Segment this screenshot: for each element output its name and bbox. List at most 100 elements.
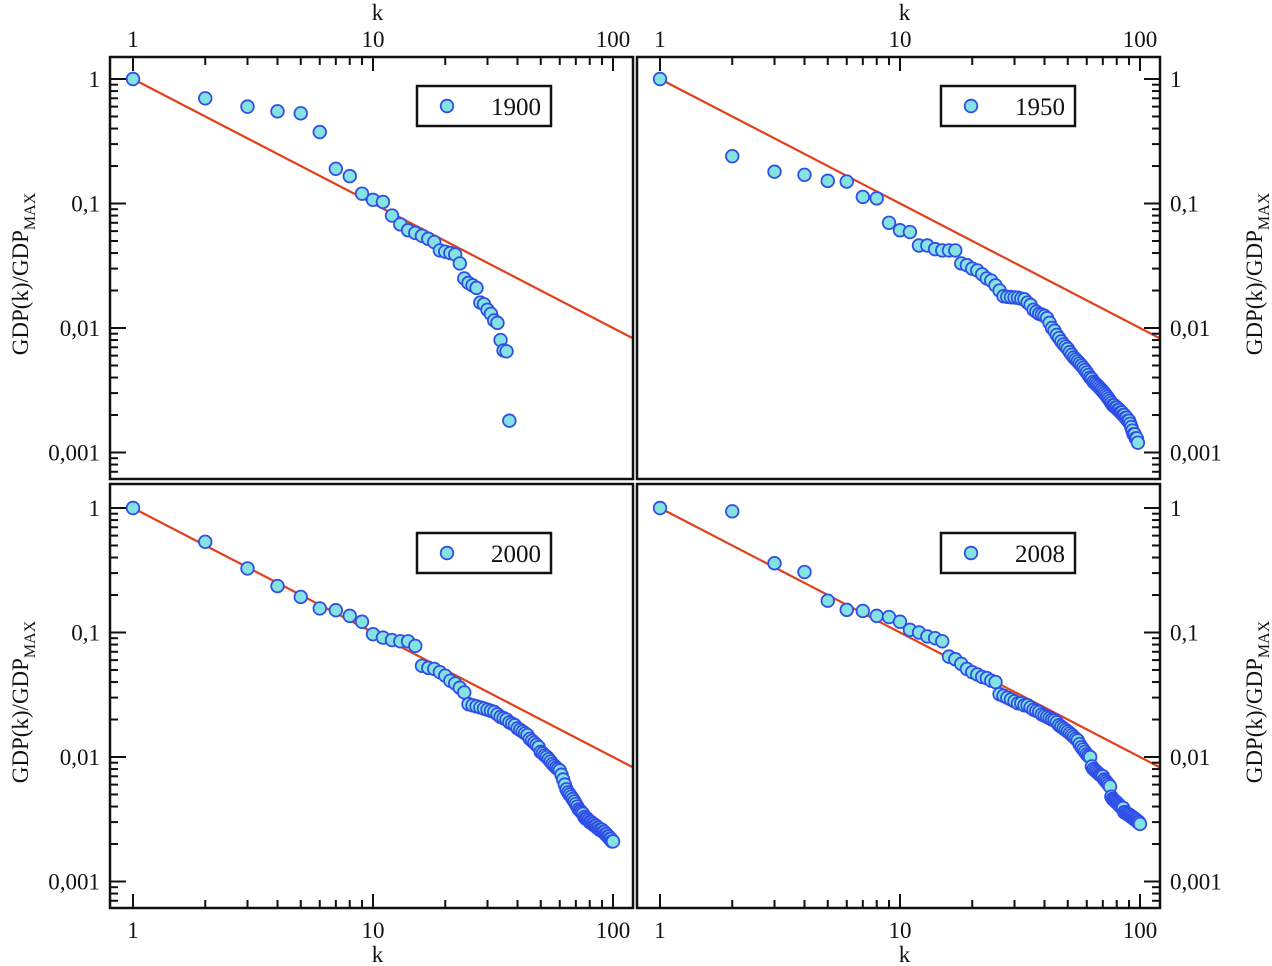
data-points [125, 500, 621, 849]
legend-marker [963, 545, 979, 561]
panel-2008: 1 10 100 k 1 0,1 0,01 0,001 GDP(k)/GDPMAX 2008 [635, 482, 1272, 966]
y-tick-label: 0,001 [1170, 441, 1222, 466]
data-point [652, 71, 668, 87]
y-tick-label: 0,01 [1170, 745, 1210, 770]
y-axis-title-subscript: MAX [22, 192, 39, 230]
y-axis-title-main: GDP(k)/GDP [1242, 230, 1267, 355]
plot-frame [635, 482, 1162, 910]
legend-label: 1950 [1015, 94, 1065, 121]
reference-line [659, 78, 1160, 340]
x-tick-label: 10 [362, 27, 385, 52]
data-points [652, 500, 1148, 832]
data-point [354, 614, 370, 629]
data-point [384, 208, 400, 223]
data-point [988, 674, 1003, 690]
data-point [869, 608, 884, 624]
data-point [125, 500, 141, 516]
data-point [469, 280, 484, 296]
data-point [839, 174, 854, 189]
y-tick-label: 0,01 [60, 745, 100, 770]
data-point [293, 589, 308, 605]
data-point [293, 106, 308, 121]
data-point [312, 601, 327, 616]
data-point [270, 578, 285, 594]
data-point [240, 99, 255, 114]
data-point [452, 256, 468, 271]
y-axis-title-main: GDP(k)/GDP [8, 230, 33, 355]
y-axis-title: GDP(k)/GDPMAX [1242, 192, 1272, 355]
y-tick-label: 1 [1170, 67, 1182, 92]
legend-marker [439, 545, 455, 561]
x-tick-label: 1 [654, 918, 666, 943]
data-point [820, 173, 835, 189]
y-axis-title-subscript: MAX [22, 620, 39, 658]
data-point [797, 167, 812, 183]
legend: 1950 [939, 84, 1077, 128]
x-tick-label: 100 [596, 27, 631, 52]
y-tick-label: 0,01 [1170, 316, 1210, 341]
y-tick-label: 0,1 [71, 621, 100, 646]
y-axis-title: GDP(k)/GDPMAX [1242, 620, 1272, 783]
y-axis-title-main: GDP(k)/GDP [8, 658, 33, 783]
data-point [408, 638, 423, 654]
panel-2000: 1 10 100 k 1 0,1 0,01 0,001 GDP(k)/GDPMAX 2000 [8, 482, 635, 966]
x-tick-label: 1 [654, 27, 666, 52]
data-point [375, 194, 391, 210]
data-point [839, 602, 854, 618]
data-point [457, 685, 472, 700]
data-point [328, 161, 344, 176]
data-point [342, 608, 357, 624]
data-point [892, 614, 908, 629]
plot-frame [635, 55, 1162, 481]
data-point [125, 71, 141, 87]
y-axis-title-main: GDP(k)/GDP [1242, 658, 1267, 783]
y-tick-label: 0,001 [1170, 870, 1222, 895]
y-tick-label: 0,001 [48, 870, 100, 895]
data-point [652, 500, 668, 516]
y-axis-title: GDP(k)/GDPMAX [8, 192, 39, 355]
y-tick-label: 1 [89, 67, 101, 92]
y-axis-title: GDP(k)/GDPMAX [8, 620, 39, 783]
data-point [198, 534, 213, 550]
x-axis-title: k [372, 942, 384, 966]
data-point [270, 104, 285, 119]
y-tick-label: 0,1 [1170, 192, 1199, 217]
data-point [499, 344, 514, 359]
data-point [198, 91, 213, 106]
y-tick-label: 1 [1170, 496, 1182, 521]
data-point [502, 413, 517, 428]
x-tick-label: 1 [127, 918, 139, 943]
panel-1950: 1 10 100 k 1 0,1 0,01 0,001 GDP(k)/GDPMAX 1950 [635, 0, 1272, 481]
y-tick-label: 0,1 [1170, 621, 1199, 646]
x-tick-label: 100 [1123, 918, 1158, 943]
data-point [797, 564, 812, 580]
plot-frame [108, 55, 635, 481]
legend: 1900 [415, 84, 553, 128]
data-point [725, 504, 740, 519]
data-point [881, 215, 897, 230]
legend: 2008 [939, 531, 1077, 575]
data-point [725, 148, 740, 164]
x-tick-label: 100 [596, 918, 631, 943]
legend-box [415, 531, 553, 575]
data-point [354, 186, 370, 201]
x-axis-title: k [899, 0, 911, 25]
y-tick-label: 0,01 [60, 316, 100, 341]
data-point [935, 634, 950, 649]
data-point [605, 834, 621, 849]
data-points [652, 71, 1146, 450]
y-tick-label: 0,001 [48, 441, 100, 466]
y-tick-label: 0,1 [71, 192, 100, 217]
data-point [1132, 816, 1148, 832]
data-points [125, 71, 517, 428]
x-tick-label: 1 [127, 27, 139, 52]
reference-line [659, 507, 1160, 769]
legend-marker [963, 98, 979, 114]
data-point [855, 603, 871, 619]
x-axis-title: k [899, 942, 911, 966]
data-point [328, 603, 344, 618]
data-point [869, 191, 884, 206]
data-point [767, 164, 782, 179]
legend-box [415, 84, 553, 128]
